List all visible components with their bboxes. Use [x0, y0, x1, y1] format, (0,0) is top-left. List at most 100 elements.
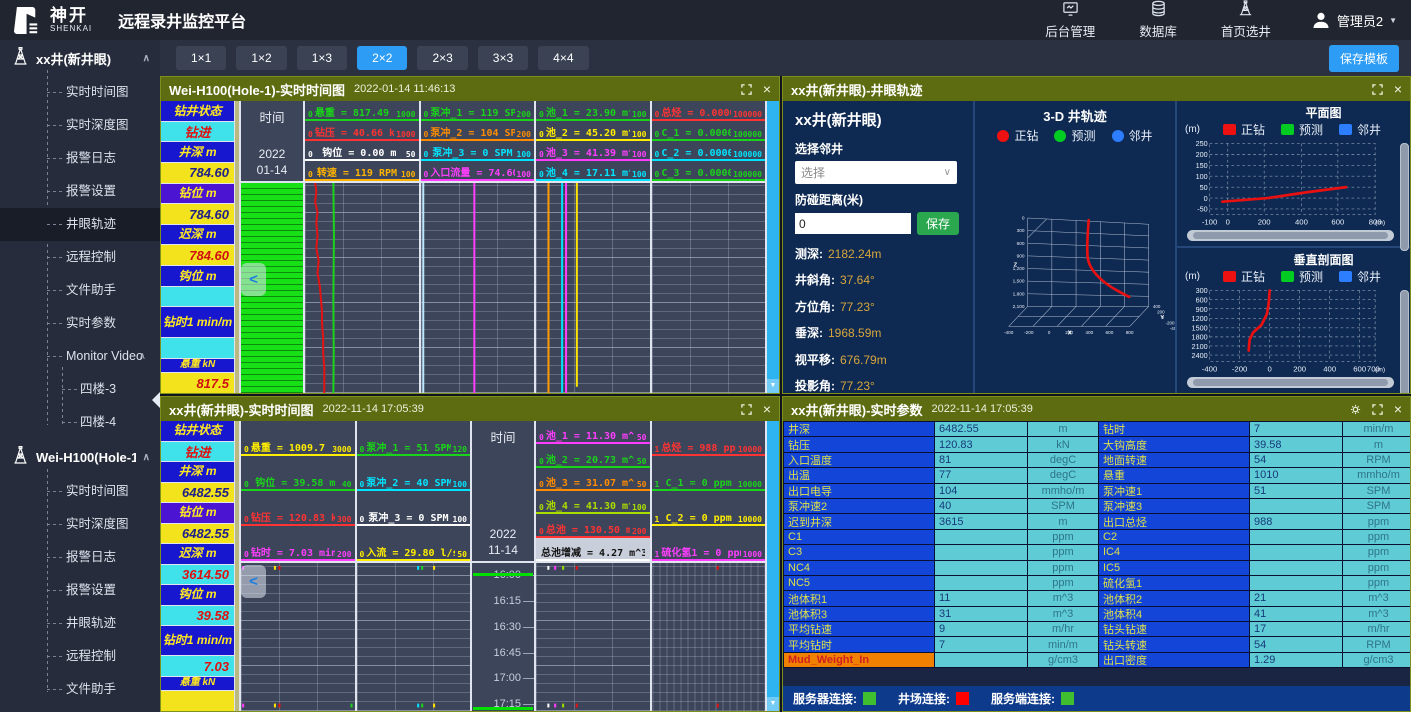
- curve-label[interactable]: 0入口流量 = 74.60100: [421, 161, 535, 181]
- sidebar-item-label: 远程控制: [66, 250, 116, 264]
- layout-button-2x3[interactable]: 2×3: [417, 46, 467, 70]
- param-label: 悬重 kN: [161, 359, 234, 373]
- scroll-down-icon[interactable]: ▼: [767, 697, 779, 711]
- sidebar-item-实时时间图[interactable]: 实时时间图: [0, 76, 160, 109]
- sidebar-item-井眼轨迹[interactable]: 井眼轨迹: [0, 607, 160, 640]
- curve-label[interactable]: 0总烃 = 0.0000100000: [652, 101, 766, 121]
- curve-label[interactable]: 1硫化氢1 = 0 ppm1000: [652, 526, 766, 561]
- curve-label[interactable]: 0钻压 = 40.66 kN1000: [305, 121, 419, 141]
- layout-button-4x4[interactable]: 4×4: [538, 46, 588, 70]
- curve-label[interactable]: 0池_3 = 31.07 m^350: [536, 468, 650, 491]
- user-menu[interactable]: 管理员2 ▼: [1311, 10, 1397, 30]
- curve-label[interactable]: 0池_3 = 41.39 m^3100: [536, 141, 650, 161]
- save-distance-button[interactable]: 保存: [917, 212, 959, 235]
- sidebar-collapse-handle[interactable]: [152, 392, 160, 408]
- curve-label[interactable]: 0池_1 = 11.30 m^350: [536, 421, 650, 444]
- curve-max: 100000: [733, 170, 762, 179]
- scroll-down-icon[interactable]: ▼: [767, 379, 779, 393]
- sidebar-item-实时时间图[interactable]: 实时时间图: [0, 475, 160, 508]
- curve-label[interactable]: 0钻压 = 120.83 kN300: [241, 491, 355, 526]
- curve-label[interactable]: 0泵冲_3 = 0 SPM100: [421, 141, 535, 161]
- curve-label[interactable]: 0池_1 = 23.90 m^3100: [536, 101, 650, 121]
- curve-label[interactable]: 0泵冲_1 = 51 SPM120: [357, 421, 471, 456]
- vertical-scrollbar[interactable]: ▼: [767, 421, 779, 711]
- vertical-scrollbar[interactable]: [1400, 290, 1409, 394]
- curve-label[interactable]: 0钩位 = 0.00 m50: [305, 141, 419, 161]
- save-template-button[interactable]: 保存模板: [1329, 45, 1399, 72]
- expand-icon[interactable]: [1372, 404, 1383, 415]
- vertical-scrollbar[interactable]: [1400, 143, 1409, 251]
- nav-admin[interactable]: 后台管理: [1045, 0, 1095, 40]
- curve-label[interactable]: 1C_2 = 0 ppm10000: [652, 491, 766, 526]
- horizontal-scrollbar[interactable]: [1187, 377, 1394, 388]
- sidebar-item-实时参数[interactable]: 实时参数: [0, 307, 160, 340]
- curve-label[interactable]: 0泵冲_2 = 40 SPM100: [357, 456, 471, 491]
- sidebar-item-报警日志[interactable]: 报警日志: [0, 541, 160, 574]
- curve-label[interactable]: 0泵冲_3 = 0 SPM100: [357, 491, 471, 526]
- sidebar-item-井眼轨迹[interactable]: 井眼轨迹: [0, 208, 160, 241]
- curve-label[interactable]: 0池_2 = 20.73 m^350: [536, 444, 650, 467]
- curve-label[interactable]: 0悬重 = 817.49 kN1000: [305, 101, 419, 121]
- sidebar-item-实时深度图[interactable]: 实时深度图: [0, 109, 160, 142]
- curve-label[interactable]: 0泵冲_1 = 119 SPM200: [421, 101, 535, 121]
- sidebar-item-实时深度图[interactable]: 实时深度图: [0, 508, 160, 541]
- sidebar-item-远程控制[interactable]: 远程控制: [0, 640, 160, 673]
- curve-label[interactable]: 0入流 = 29.80 l/s50: [357, 526, 471, 561]
- nav-database[interactable]: 数据库: [1139, 0, 1177, 40]
- curve-label[interactable]: 0C_2 = 0.0000100000: [652, 141, 766, 161]
- sidebar-item-Monitor Video[interactable]: Monitor Video∧: [0, 340, 160, 373]
- param-value-cell: 81: [935, 453, 1027, 467]
- param-value-cell: 17: [1250, 622, 1342, 636]
- close-icon[interactable]: ×: [1394, 82, 1402, 96]
- curve-label[interactable]: 0泵冲_2 = 104 SPM200: [421, 121, 535, 141]
- sidebar-item-文件助手[interactable]: 文件助手: [0, 274, 160, 307]
- layout-button-1x3[interactable]: 1×3: [297, 46, 347, 70]
- layout-button-2x2[interactable]: 2×2: [357, 46, 407, 70]
- close-icon[interactable]: ×: [763, 402, 771, 416]
- close-icon[interactable]: ×: [763, 82, 771, 96]
- trajectory-info-row: 井斜角:37.64°: [795, 271, 961, 288]
- layout-button-3x3[interactable]: 3×3: [478, 46, 528, 70]
- curve-label[interactable]: 0钻时 = 7.03 min/m200: [241, 526, 355, 561]
- horizontal-scrollbar[interactable]: [1187, 230, 1394, 241]
- collapse-left-icon[interactable]: <: [241, 565, 266, 598]
- sidebar-item-报警设置[interactable]: 报警设置: [0, 574, 160, 607]
- curve-label[interactable]: 0悬重 = 1009.7 kN3000: [241, 421, 355, 456]
- expand-icon[interactable]: [741, 404, 752, 415]
- sidebar-item-报警日志[interactable]: 报警日志: [0, 142, 160, 175]
- well-header-0[interactable]: xx井(新井眼)∧: [0, 40, 160, 76]
- svg-text:900: 900: [1017, 253, 1025, 259]
- sidebar-item-远程控制[interactable]: 远程控制: [0, 241, 160, 274]
- expand-icon[interactable]: [1372, 84, 1383, 95]
- expand-icon[interactable]: [741, 84, 752, 95]
- vertical-scrollbar[interactable]: ▼: [767, 101, 779, 393]
- curve-label[interactable]: 0总池 = 130.50 m^3200: [536, 514, 650, 537]
- sidebar-subitem-四楼-4[interactable]: 四楼-4: [0, 406, 160, 439]
- sidebar-subitem-四楼-3[interactable]: 四楼-3: [0, 373, 160, 406]
- curve-label[interactable]: 0C_1 = 0.0000100000: [652, 121, 766, 141]
- settings-gear-icon[interactable]: [1350, 404, 1361, 415]
- well-header-1[interactable]: Wei-H100(Hole-1)∧: [0, 439, 160, 475]
- curve-label[interactable]: 1C_1 = 0 ppm10000: [652, 456, 766, 491]
- curve-label[interactable]: 总池增减 = 4.27 m^3: [536, 538, 650, 561]
- layout-button-1x2[interactable]: 1×2: [236, 46, 286, 70]
- curve-label[interactable]: 0C_3 = 0.0000100000: [652, 161, 766, 181]
- collapse-left-icon[interactable]: <: [241, 263, 266, 296]
- curve-label[interactable]: 0池_4 = 41.30 m^3100: [536, 491, 650, 514]
- layout-button-1x1[interactable]: 1×1: [176, 46, 226, 70]
- info-value: 77.23°: [840, 379, 875, 393]
- curve-label[interactable]: 0池_4 = 17.11 m^3100: [536, 161, 650, 181]
- curve-label[interactable]: 1总烃 = 988 ppm10000: [652, 421, 766, 456]
- neighbor-well-select[interactable]: 选择 ∨: [795, 161, 957, 184]
- param-name-cell: 出口总烃: [1099, 514, 1249, 528]
- nav-well-select[interactable]: 首页选井: [1221, 0, 1271, 40]
- curve-label[interactable]: 0池_2 = 45.20 m^3100: [536, 121, 650, 141]
- panels-grid: Wei-H100(Hole-1)-实时时间图 2022-01-14 11:46:…: [160, 76, 1411, 712]
- sidebar-item-报警设置[interactable]: 报警设置: [0, 175, 160, 208]
- close-icon[interactable]: ×: [1394, 402, 1402, 416]
- collision-distance-input[interactable]: [795, 213, 911, 234]
- curve-label[interactable]: 0钩位 = 39.58 m40: [241, 456, 355, 491]
- curve-label[interactable]: 0转速 = 119 RPM100: [305, 161, 419, 181]
- sidebar-item-文件助手[interactable]: 文件助手: [0, 673, 160, 706]
- sidebar-item-label: 文件助手: [66, 283, 116, 297]
